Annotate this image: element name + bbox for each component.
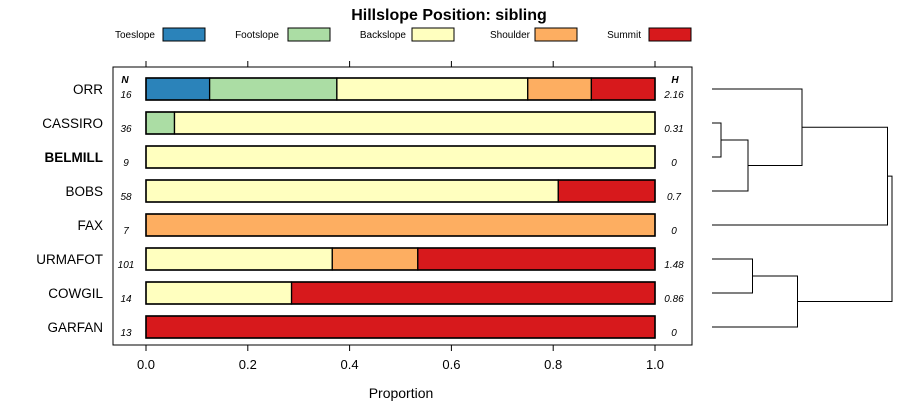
dendrogram [712,88,893,328]
row-orr: ORR 16 2.16 [73,77,684,101]
dendrogram-branch-5 [712,275,798,328]
x-tick-label: 0.4 [341,357,359,372]
x-tick-label: 0.8 [544,357,562,372]
dendrogram-branch-4 [712,258,753,294]
x-axis-label: Proportion [369,385,434,401]
row-garfan: GARFAN 13 0 [47,315,677,339]
chart-title: Hillslope Position: sibling [351,7,547,24]
legend-label-toeslope: Toeslope [115,30,155,41]
bar-rows: ORR 16 2.16 CASSIRO 36 0.31 BELMILL 9 0 BOBS 58 0.7… [36,77,684,339]
bar-segment-bobs-backslope [145,179,559,203]
dendrogram-branch-1 [712,122,722,158]
row-fax: FAX 7 0 [77,213,677,237]
row-label-bobs: BOBS [65,184,103,199]
legend-swatch-footslope [287,27,331,42]
row-belmill: BELMILL 9 0 [45,145,677,169]
bar-outline-garfan [145,315,656,339]
h-value-bobs: 0.7 [667,192,681,203]
legend-swatch-summit [648,27,692,42]
bar-outline-urmafot [145,247,656,271]
legend-swatch-backslope [411,27,455,42]
bar-outline-cassiro [145,111,656,135]
legend-label-summit: Summit [607,30,641,41]
bar-segment-cowgil-summit [290,281,656,305]
bar-segment-orr-toeslope [145,77,211,101]
row-label-cassiro: CASSIRO [42,116,103,131]
row-urmafot: URMAFOT 101 1.48 [36,247,684,271]
bar-segment-urmafot-summit [417,247,656,271]
bar-segment-cassiro-backslope [173,111,656,135]
bar-segment-cassiro-footslope [145,111,176,135]
bar-outline-belmill [145,145,656,169]
bar-segment-urmafot-shoulder [331,247,419,271]
n-value-orr: 16 [120,90,132,101]
legend-label-footslope: Footslope [235,30,279,41]
h-value-fax: 0 [671,226,677,237]
row-bobs: BOBS 58 0.7 [65,179,681,203]
h-value-garfan: 0 [671,328,677,339]
n-value-bobs: 58 [120,192,132,203]
bar-outline-fax [145,213,656,237]
dendrogram-branch-6 [712,126,888,226]
bar-outline-bobs [145,179,656,203]
h-column-header: H [671,75,679,86]
n-column-header: N [121,75,129,86]
row-label-garfan: GARFAN [47,320,103,335]
bar-segment-garfan-summit [145,315,656,339]
h-value-cowgil: 0.86 [664,294,684,305]
dendrogram-branch-7 [797,175,893,302]
bar-segment-cowgil-backslope [145,281,293,305]
row-label-urmafot: URMAFOT [36,252,103,267]
legend-swatch-toeslope [162,27,206,42]
legend-swatch-shoulder [534,27,578,42]
x-axis: 0.0 0.2 0.4 0.6 0.8 1.0 [137,61,664,372]
legend-label-backslope: Backslope [360,30,407,41]
bar-segment-fax-shoulder [145,213,656,237]
plot-frame [112,66,693,346]
row-cowgil: COWGIL 14 0.86 [48,281,684,305]
h-value-orr: 2.16 [663,90,684,101]
n-value-garfan: 13 [120,328,132,339]
n-value-cassiro: 36 [120,124,132,135]
x-tick-label: 0.6 [442,357,460,372]
bar-segment-bobs-summit [557,179,656,203]
dendrogram-branch-3 [712,88,803,166]
h-value-belmill: 0 [671,158,677,169]
row-cassiro: CASSIRO 36 0.31 [42,111,684,135]
bar-segment-orr-backslope [336,77,529,101]
bar-outline-cowgil [145,281,656,305]
x-tick-label: 0.0 [137,357,155,372]
n-value-belmill: 9 [123,158,129,169]
n-value-fax: 7 [123,226,129,237]
n-value-cowgil: 14 [120,294,132,305]
row-label-fax: FAX [77,218,103,233]
row-label-orr: ORR [73,82,103,97]
x-tick-label: 0.2 [239,357,257,372]
row-label-belmill: BELMILL [45,150,104,165]
legend-label-shoulder: Shoulder [490,30,531,41]
row-label-cowgil: COWGIL [48,286,103,301]
x-tick-label: 1.0 [646,357,664,372]
legend: Toeslope Footslope Backslope Shoulder Summit [115,27,692,42]
bar-segment-urmafot-backslope [145,247,333,271]
bar-outline-orr [145,77,656,101]
h-value-urmafot: 1.48 [664,260,684,271]
bar-segment-orr-footslope [208,77,338,101]
bar-segment-orr-summit [590,77,656,101]
h-value-cassiro: 0.31 [664,124,683,135]
bar-segment-orr-shoulder [527,77,593,101]
dendrogram-branch-2 [712,139,749,192]
bar-segment-belmill-backslope [145,145,656,169]
n-value-urmafot: 101 [118,260,135,271]
